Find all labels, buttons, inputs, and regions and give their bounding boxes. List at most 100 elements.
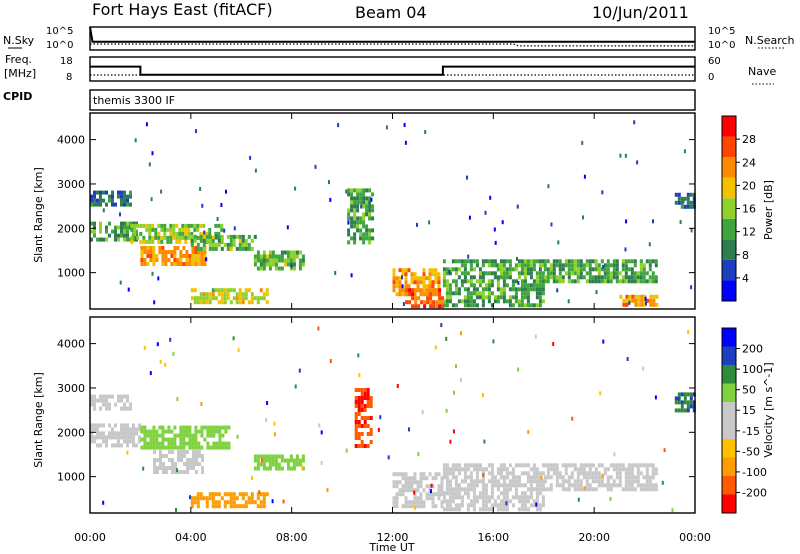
velocity-cell-1 xyxy=(123,423,126,428)
power-cell-5 xyxy=(256,258,260,263)
velocity-cell-5 xyxy=(262,492,266,497)
velocity-cell-2 xyxy=(179,445,183,450)
velocity-cell-5 xyxy=(232,496,236,501)
power-cell-0 xyxy=(120,190,123,195)
velocity-cell-2 xyxy=(179,433,183,438)
velocity-cell-7 xyxy=(431,476,435,481)
power-cell-6 xyxy=(205,296,209,301)
power-cell-7 xyxy=(356,196,360,201)
cpid-text: themis 3300 IF xyxy=(93,94,175,107)
velocity-cell-8 xyxy=(538,471,542,476)
power-cell-4 xyxy=(238,242,242,247)
power-noise-point xyxy=(350,273,353,278)
power-cell-8 xyxy=(413,292,417,297)
velocity-cell-8 xyxy=(538,507,542,512)
velocity-cell-8 xyxy=(442,463,446,468)
power-cell-10 xyxy=(526,259,530,264)
power-cell-7 xyxy=(371,204,375,209)
velocity-cell-8 xyxy=(487,495,491,500)
velocity-cbar-swatch xyxy=(722,494,736,513)
power-cell-6 xyxy=(220,296,224,301)
velocity-cell-9 xyxy=(567,479,571,484)
velocity-cell-9 xyxy=(588,483,592,488)
power-cell-10 xyxy=(493,263,497,268)
power-cell-8 xyxy=(401,292,405,297)
power-cell-2 xyxy=(142,239,146,244)
velocity-xtick-label: 00:00 xyxy=(679,531,711,544)
velocity-cell-7 xyxy=(401,488,405,493)
velocity-cell-8 xyxy=(445,463,449,468)
power-cell-11 xyxy=(648,275,652,280)
power-noise-point xyxy=(402,302,405,307)
power-cell-11 xyxy=(552,271,556,276)
velocity-cell-9 xyxy=(639,471,643,476)
power-cell-6 xyxy=(220,292,224,297)
power-cell-5 xyxy=(265,254,269,259)
velocity-cell-9 xyxy=(597,463,601,468)
velocity-cell-3 xyxy=(162,462,165,466)
power-cell-3 xyxy=(197,262,201,266)
velocity-noise-point xyxy=(318,423,321,428)
velocity-cell-2 xyxy=(161,425,165,430)
power-cell-6 xyxy=(244,292,248,297)
velocity-cell-8 xyxy=(535,499,539,504)
velocity-cell-6 xyxy=(363,408,367,412)
velocity-cell-9 xyxy=(570,475,574,480)
velocity-cell-8 xyxy=(511,503,515,508)
velocity-cell-4 xyxy=(256,462,260,467)
power-cell-10 xyxy=(502,271,506,276)
power-cell-7 xyxy=(356,224,360,229)
velocity-cell-2 xyxy=(212,441,216,446)
velocity-cell-8 xyxy=(517,507,521,512)
power-cell-7 xyxy=(353,224,357,229)
power-cell-10 xyxy=(481,287,485,292)
velocity-noise-point xyxy=(189,495,191,500)
status-line-2 xyxy=(90,65,695,76)
velocity-noise-point xyxy=(626,357,629,361)
velocity-cell-7 xyxy=(422,500,426,505)
velocity-cell-8 xyxy=(451,495,455,500)
velocity-cell-4 xyxy=(265,454,269,459)
power-cell-6 xyxy=(259,288,263,293)
velocity-cell-2 xyxy=(167,425,171,430)
power-cell-1 xyxy=(90,237,93,242)
velocity-noise-point xyxy=(527,430,530,434)
velocity-cell-1 xyxy=(132,443,135,448)
power-cell-3 xyxy=(194,254,198,258)
power-noise-point xyxy=(556,288,559,293)
power-cell-3 xyxy=(188,254,192,258)
velocity-cell-9 xyxy=(555,479,559,484)
power-cell-4 xyxy=(211,246,215,251)
power-cell-5 xyxy=(268,266,272,271)
velocity-cell-4 xyxy=(280,458,284,463)
velocity-cell-5 xyxy=(259,500,263,505)
power-cell-10 xyxy=(478,271,482,276)
power-cell-10 xyxy=(508,295,512,300)
power-cell-3 xyxy=(194,250,198,254)
velocity-noise-point xyxy=(282,499,285,504)
power-cell-10 xyxy=(469,291,473,296)
power-cell-2 xyxy=(187,231,191,236)
power-cell-5 xyxy=(259,254,263,259)
velocity-cell-7 xyxy=(401,492,405,497)
power-cell-2 xyxy=(136,235,140,240)
velocity-cell-8 xyxy=(496,503,500,508)
power-cell-11 xyxy=(582,275,586,280)
velocity-cell-8 xyxy=(475,483,479,488)
velocity-cell-7 xyxy=(416,500,420,505)
velocity-cell-8 xyxy=(496,483,500,488)
power-noise-point xyxy=(203,230,206,235)
velocity-cell-8 xyxy=(484,491,488,496)
velocity-noise-point xyxy=(377,427,380,432)
velocity-cell-5 xyxy=(259,492,263,497)
velocity-cell-8 xyxy=(448,491,452,496)
velocity-cell-4 xyxy=(268,466,272,471)
velocity-cell-8 xyxy=(529,475,533,480)
velocity-noise-point xyxy=(357,353,360,358)
power-cell-2 xyxy=(220,223,224,228)
power-noise-point xyxy=(652,219,654,224)
velocity-cell-4 xyxy=(262,458,266,463)
power-cell-6 xyxy=(199,300,203,305)
power-cell-10 xyxy=(475,287,479,292)
power-cell-10 xyxy=(478,283,482,288)
